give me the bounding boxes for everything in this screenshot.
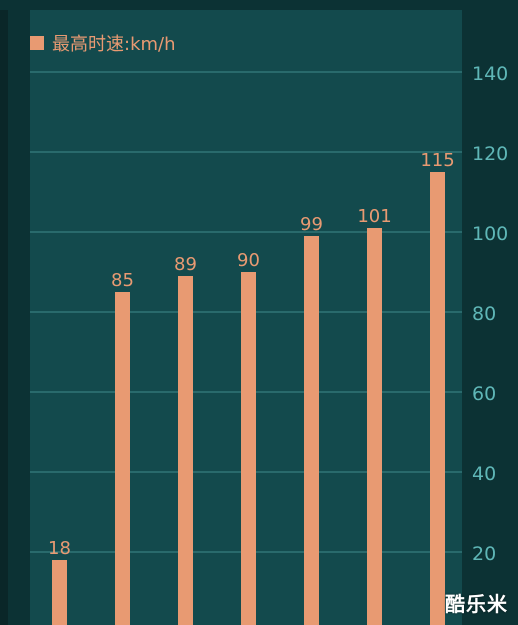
y-tick-label: 140 [472, 63, 508, 85]
legend: 最高时速:km/h [30, 30, 176, 56]
y-tick-label: 80 [472, 303, 496, 325]
y-tick-label: 100 [472, 223, 508, 245]
bar [178, 276, 193, 625]
data-label: 18 [48, 538, 71, 559]
data-label: 99 [300, 214, 323, 235]
bar [367, 228, 382, 625]
bar [52, 560, 67, 625]
data-label: 115 [420, 150, 454, 171]
data-label: 90 [237, 250, 260, 271]
y-tick-label: 60 [472, 383, 496, 405]
data-label: 85 [111, 270, 134, 291]
legend-swatch [30, 36, 44, 50]
bar [304, 236, 319, 625]
y-tick-label: 120 [472, 143, 508, 165]
y-tick-label: 20 [472, 543, 496, 565]
bar [430, 172, 445, 625]
legend-label: 最高时速:km/h [52, 34, 176, 55]
left-edge [0, 10, 8, 625]
data-label: 101 [357, 206, 391, 227]
watermark: 酷乐米 [445, 592, 508, 616]
bar [115, 292, 130, 625]
bar [241, 272, 256, 625]
data-label: 89 [174, 254, 197, 275]
y-tick-label: 40 [472, 463, 496, 485]
